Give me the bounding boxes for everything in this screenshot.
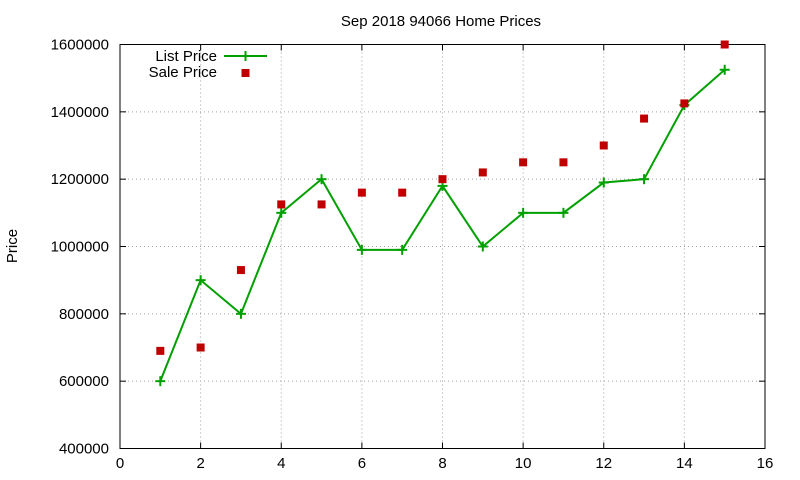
legend-label-sale-price: Sale Price — [149, 64, 217, 81]
sale-price-point — [640, 114, 649, 123]
sale-price-point — [317, 200, 326, 209]
sale-price-point — [680, 99, 689, 108]
list-price-point — [356, 244, 367, 255]
list-price-point — [195, 275, 206, 286]
x-tick-label: 16 — [757, 455, 774, 472]
y-tick-label: 600000 — [59, 373, 109, 390]
tick-layer: 400000 600000 800000 1000000 1200000 1400000 1… — [51, 37, 774, 473]
sale-price-point — [720, 40, 729, 49]
y-tick-label: 1400000 — [51, 104, 109, 121]
list-price-point — [719, 64, 730, 75]
list-price-point — [235, 308, 246, 319]
list-price-point — [598, 177, 609, 188]
y-axis-label: Price — [4, 229, 21, 263]
x-tick-label: 12 — [595, 455, 612, 472]
sale-price-point — [559, 158, 568, 167]
x-tick-label: 8 — [438, 455, 446, 472]
list-price-point — [155, 376, 166, 387]
y-tick-label: 800000 — [59, 306, 109, 323]
sale-price-point — [357, 188, 366, 197]
sale-price-point — [478, 168, 487, 177]
x-tick-label: 14 — [676, 455, 693, 472]
list-price-point — [276, 207, 287, 218]
x-tick-label: 10 — [515, 455, 532, 472]
sale-price-point — [519, 158, 528, 167]
grid-layer — [120, 44, 765, 449]
y-tick-label: 1000000 — [51, 239, 109, 256]
legend-swatch-sale-price — [241, 69, 250, 77]
sale-price-point — [196, 343, 205, 352]
legend-label-list-price: List Price — [155, 48, 217, 65]
sale-price-point — [599, 141, 608, 150]
list-price-point — [316, 174, 327, 185]
legend-marker-list-price — [240, 51, 251, 61]
x-tick-label: 4 — [277, 455, 285, 472]
sale-price-point — [156, 346, 165, 355]
list-price-point — [518, 207, 529, 218]
sale-price-point — [398, 188, 407, 197]
list-price-point — [477, 241, 488, 252]
sale-price-point — [236, 266, 245, 275]
list-price-point — [558, 207, 569, 218]
x-tick-label: 6 — [358, 455, 366, 472]
x-tick-label: 0 — [116, 455, 124, 472]
chart-title: Sep 2018 94066 Home Prices — [341, 13, 541, 30]
y-tick-label: 400000 — [59, 441, 109, 458]
sale-price-point — [277, 200, 286, 209]
y-tick-label: 1600000 — [51, 37, 109, 54]
sale-price-point — [438, 175, 447, 184]
x-tick-label: 2 — [196, 455, 204, 472]
series-layer — [155, 40, 730, 387]
y-tick-label: 1200000 — [51, 171, 109, 188]
list-price-point — [639, 174, 650, 185]
list-price-point — [397, 244, 408, 255]
